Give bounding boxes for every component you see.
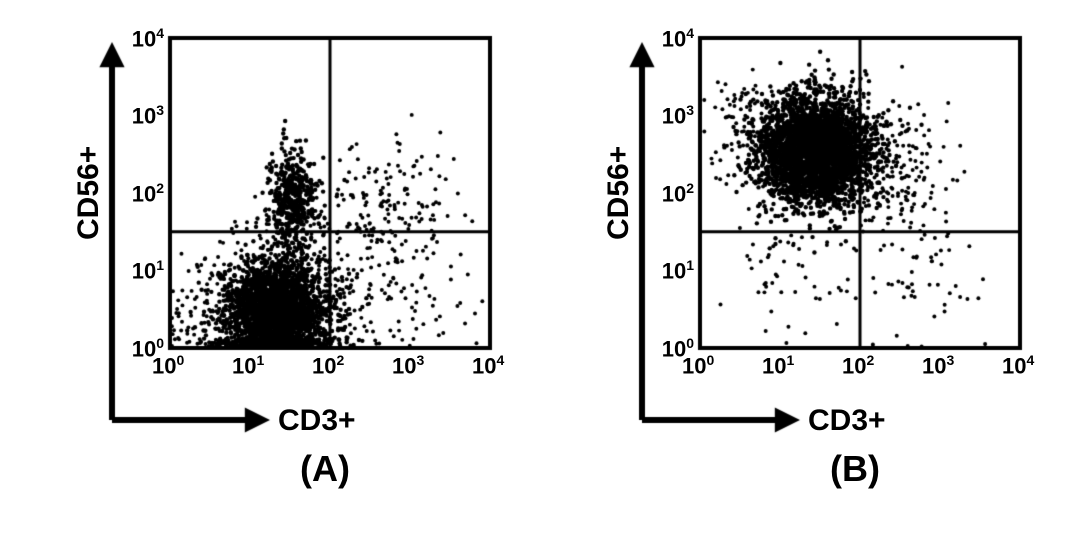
y-tick-label: 103 bbox=[644, 102, 694, 129]
x-tick-label: 104 bbox=[472, 352, 504, 379]
x-tick-label: 102 bbox=[312, 352, 344, 379]
panel-caption: (B) bbox=[830, 448, 880, 490]
x-tick-label: 101 bbox=[232, 352, 264, 379]
y-tick-label: 104 bbox=[114, 25, 164, 52]
x-tick-label: 101 bbox=[762, 352, 794, 379]
x-axis-title: CD3+ bbox=[278, 404, 356, 438]
y-axis-title: CD56+ bbox=[602, 145, 636, 239]
y-tick-label: 100 bbox=[114, 335, 164, 362]
facs-panel-a: 100100101101102102103103104104CD56+CD3+(… bbox=[50, 20, 550, 518]
y-tick-label: 101 bbox=[644, 257, 694, 284]
y-tick-label: 102 bbox=[114, 180, 164, 207]
y-tick-label: 103 bbox=[114, 102, 164, 129]
y-tick-label: 102 bbox=[644, 180, 694, 207]
y-tick-label: 100 bbox=[644, 335, 694, 362]
x-tick-label: 102 bbox=[842, 352, 874, 379]
x-tick-label: 104 bbox=[1002, 352, 1034, 379]
facs-panel-b: 100100101101102102103103104104CD56+CD3+(… bbox=[580, 20, 1080, 518]
x-tick-label: 103 bbox=[392, 352, 424, 379]
y-tick-label: 104 bbox=[644, 25, 694, 52]
y-axis-title: CD56+ bbox=[72, 145, 106, 239]
panel-caption: (A) bbox=[300, 448, 350, 490]
y-tick-label: 101 bbox=[114, 257, 164, 284]
x-axis-title: CD3+ bbox=[808, 404, 886, 438]
x-tick-label: 103 bbox=[922, 352, 954, 379]
